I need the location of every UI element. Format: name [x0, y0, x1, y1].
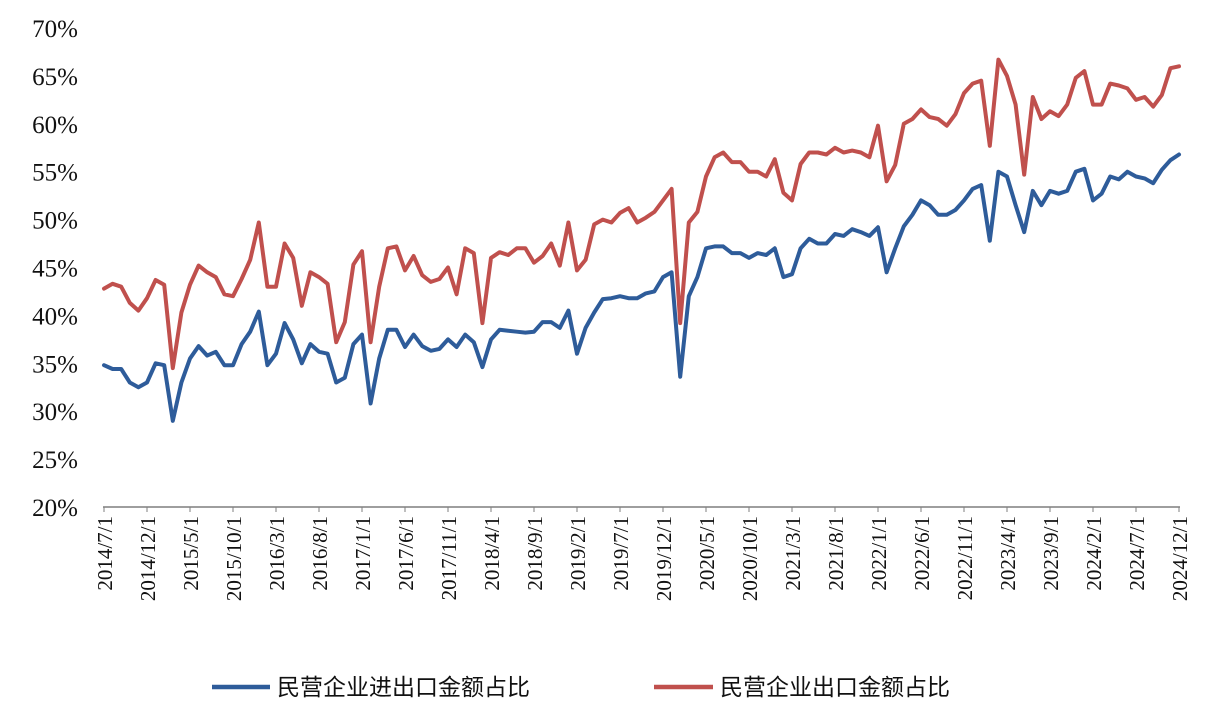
- x-tick-label: 2024/2/1: [1082, 516, 1106, 591]
- x-tick-label: 2017/6/1: [394, 516, 418, 591]
- x-tick-label: 2023/9/1: [1039, 516, 1063, 591]
- x-tick-label: 2022/11/1: [953, 516, 977, 600]
- y-tick-label: 45%: [32, 256, 78, 283]
- x-tick-label: 2021/8/1: [824, 516, 848, 591]
- series-line-private-export: [102, 57, 1181, 371]
- x-tick-label: 2016/8/1: [308, 516, 332, 591]
- x-tick-label: 2020/5/1: [695, 516, 719, 591]
- x-tick-label: 2024/7/1: [1125, 516, 1149, 591]
- y-tick-label: 30%: [32, 399, 78, 426]
- legend-label-private-trade: 民营企业进出口金额占比: [277, 675, 530, 701]
- y-tick-label: 50%: [32, 208, 78, 235]
- x-tick-label: 2015/5/1: [179, 516, 203, 591]
- x-tick-label: 2021/3/1: [781, 516, 805, 591]
- y-tick-label: 55%: [32, 160, 78, 187]
- x-tick-label: 2024/12/1: [1168, 516, 1192, 601]
- x-axis-tick-marks: [103, 507, 1180, 512]
- y-tick-label: 65%: [32, 64, 78, 91]
- y-tick-label: 60%: [32, 112, 78, 139]
- x-tick-label: 2023/4/1: [996, 516, 1020, 591]
- x-tick-label: 2020/10/1: [738, 516, 762, 601]
- y-tick-label: 25%: [32, 447, 78, 474]
- x-tick-label: 2014/12/1: [136, 516, 160, 601]
- series-lines: [102, 57, 1181, 423]
- x-tick-label: 2019/7/1: [609, 516, 633, 591]
- x-axis-ticks: 2014/7/1 2014/12/1 2015/5/1 2015/10/1 2016/3…: [93, 516, 1192, 601]
- x-tick-label: 2022/1/1: [867, 516, 891, 591]
- y-tick-label: 40%: [32, 303, 78, 330]
- legend-label-private-export: 民营企业出口金额占比: [720, 675, 950, 701]
- series-line-private-trade: [102, 152, 1181, 423]
- x-tick-label: 2019/12/1: [652, 516, 676, 601]
- x-tick-label: 2015/10/1: [222, 516, 246, 601]
- x-tick-label: 2014/7/1: [93, 516, 117, 591]
- legend: 民营企业进出口金额占比 民营企业出口金额占比: [212, 675, 950, 701]
- x-tick-label: 2018/4/1: [480, 516, 504, 591]
- x-tick-label: 2017/11/1: [437, 516, 461, 600]
- x-tick-label: 2017/1/1: [351, 516, 375, 591]
- y-tick-label: 70%: [32, 16, 78, 43]
- y-tick-label: 20%: [32, 495, 78, 522]
- x-tick-label: 2019/2/1: [566, 516, 590, 591]
- y-axis-ticks: 20% 25% 30% 35% 40% 45% 50% 55% 60% 65% 70%: [32, 16, 78, 522]
- x-tick-label: 2018/9/1: [523, 516, 547, 591]
- x-tick-label: 2022/6/1: [910, 516, 934, 591]
- y-tick-label: 35%: [32, 351, 78, 378]
- x-tick-label: 2016/3/1: [265, 516, 289, 591]
